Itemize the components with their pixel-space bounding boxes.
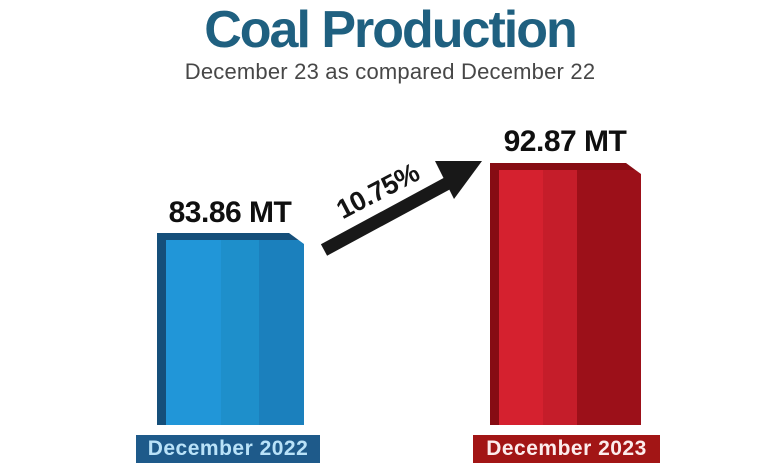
category-label-dec-2023: December 2023 <box>473 435 660 463</box>
value-label-dec-2023: 92.87 MT <box>503 125 627 158</box>
growth-percent-label: 10.75% <box>331 157 424 225</box>
chart-title: Coal Production <box>204 1 578 59</box>
bar-dec-2022 <box>157 233 304 425</box>
chart-subtitle: December 23 as compared December 22 <box>184 59 596 84</box>
value-label-dec-2022: 83.86 MT <box>168 196 292 229</box>
bar-dec-2023 <box>490 163 641 425</box>
category-label-dec-2022: December 2022 <box>136 435 320 463</box>
